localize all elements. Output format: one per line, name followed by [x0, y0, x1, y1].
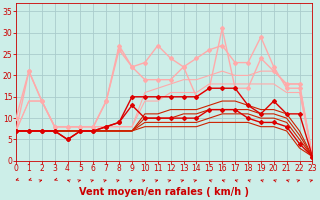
- X-axis label: Vent moyen/en rafales ( km/h ): Vent moyen/en rafales ( km/h ): [79, 187, 249, 197]
